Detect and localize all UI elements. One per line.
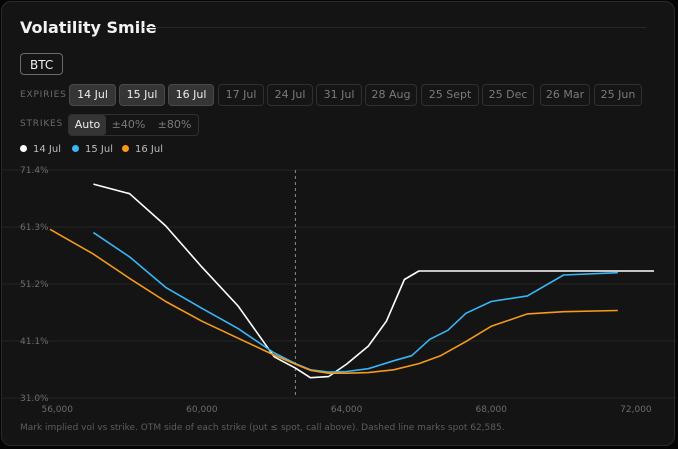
legend-item[interactable]: 16 Jul	[122, 144, 163, 155]
legend-item[interactable]: 14 Jul	[20, 144, 61, 155]
series-line-16-jul	[49, 228, 618, 374]
series-line-15-jul	[92, 231, 618, 373]
x-tick-label: 68,000	[475, 405, 507, 415]
x-tick-label: 56,000	[41, 405, 73, 415]
legend-label: 14 Jul	[33, 144, 61, 155]
y-tick-label: 41.1%	[20, 337, 49, 347]
x-tick-label: 60,000	[186, 405, 218, 415]
strike-range-auto-button[interactable]: Auto	[69, 115, 106, 135]
strike-range-toggle: Auto ±40% ±80%	[68, 114, 199, 136]
expiry-chip-17-jul[interactable]: 17 Jul	[218, 84, 264, 106]
asset-selector-button[interactable]: BTC	[20, 53, 64, 75]
x-tick-label: 72,000	[620, 405, 652, 415]
legend-swatch	[122, 145, 129, 152]
strike-range-80pct-button[interactable]: ±80%	[157, 118, 192, 131]
expiry-chip-28-aug[interactable]: 28 Aug	[365, 84, 417, 106]
strike-range-40pct-button[interactable]: ±40%	[111, 118, 146, 131]
legend-label: 15 Jul	[85, 144, 113, 155]
expiries-label: EXPIRIES	[20, 90, 67, 100]
card-title: Volatility Smile	[20, 18, 157, 37]
expiry-chip-26-mar[interactable]: 26 Mar	[540, 84, 590, 106]
expiry-chip-25-dec[interactable]: 25 Dec	[482, 84, 534, 106]
y-tick-label: 31.0%	[20, 394, 49, 404]
x-tick-label: 64,000	[331, 405, 363, 415]
legend-swatch	[72, 145, 79, 152]
y-tick-label: 51.2%	[20, 280, 49, 290]
title-divider	[143, 27, 646, 28]
chart-footnote: Mark implied vol vs strike. OTM side of …	[20, 423, 505, 433]
y-tick-label: 61.3%	[20, 223, 49, 233]
y-tick-label: 71.4%	[20, 166, 49, 176]
expiry-chip-14-jul[interactable]: 14 Jul	[69, 84, 116, 106]
strikes-label: STRIKES	[20, 119, 64, 129]
expiry-chip-25-jun[interactable]: 25 Jun	[594, 84, 642, 106]
legend-item[interactable]: 15 Jul	[72, 144, 113, 155]
legend-label: 16 Jul	[135, 144, 163, 155]
volatility-smile-chart: 71.4% 61.3% 51.2% 41.1% 31.0%56,000 60,000 64,…	[2, 166, 676, 415]
expiry-chip-15-jul[interactable]: 15 Jul	[119, 84, 165, 106]
expiry-chip-16-jul[interactable]: 16 Jul	[168, 84, 214, 106]
expiry-chip-31-jul[interactable]: 31 Jul	[316, 84, 362, 106]
expiry-chip-24-jul[interactable]: 24 Jul	[267, 84, 313, 106]
series-line-14-jul	[93, 183, 654, 379]
expiry-chip-25-sept[interactable]: 25 Sept	[421, 84, 479, 106]
legend-swatch	[20, 145, 27, 152]
